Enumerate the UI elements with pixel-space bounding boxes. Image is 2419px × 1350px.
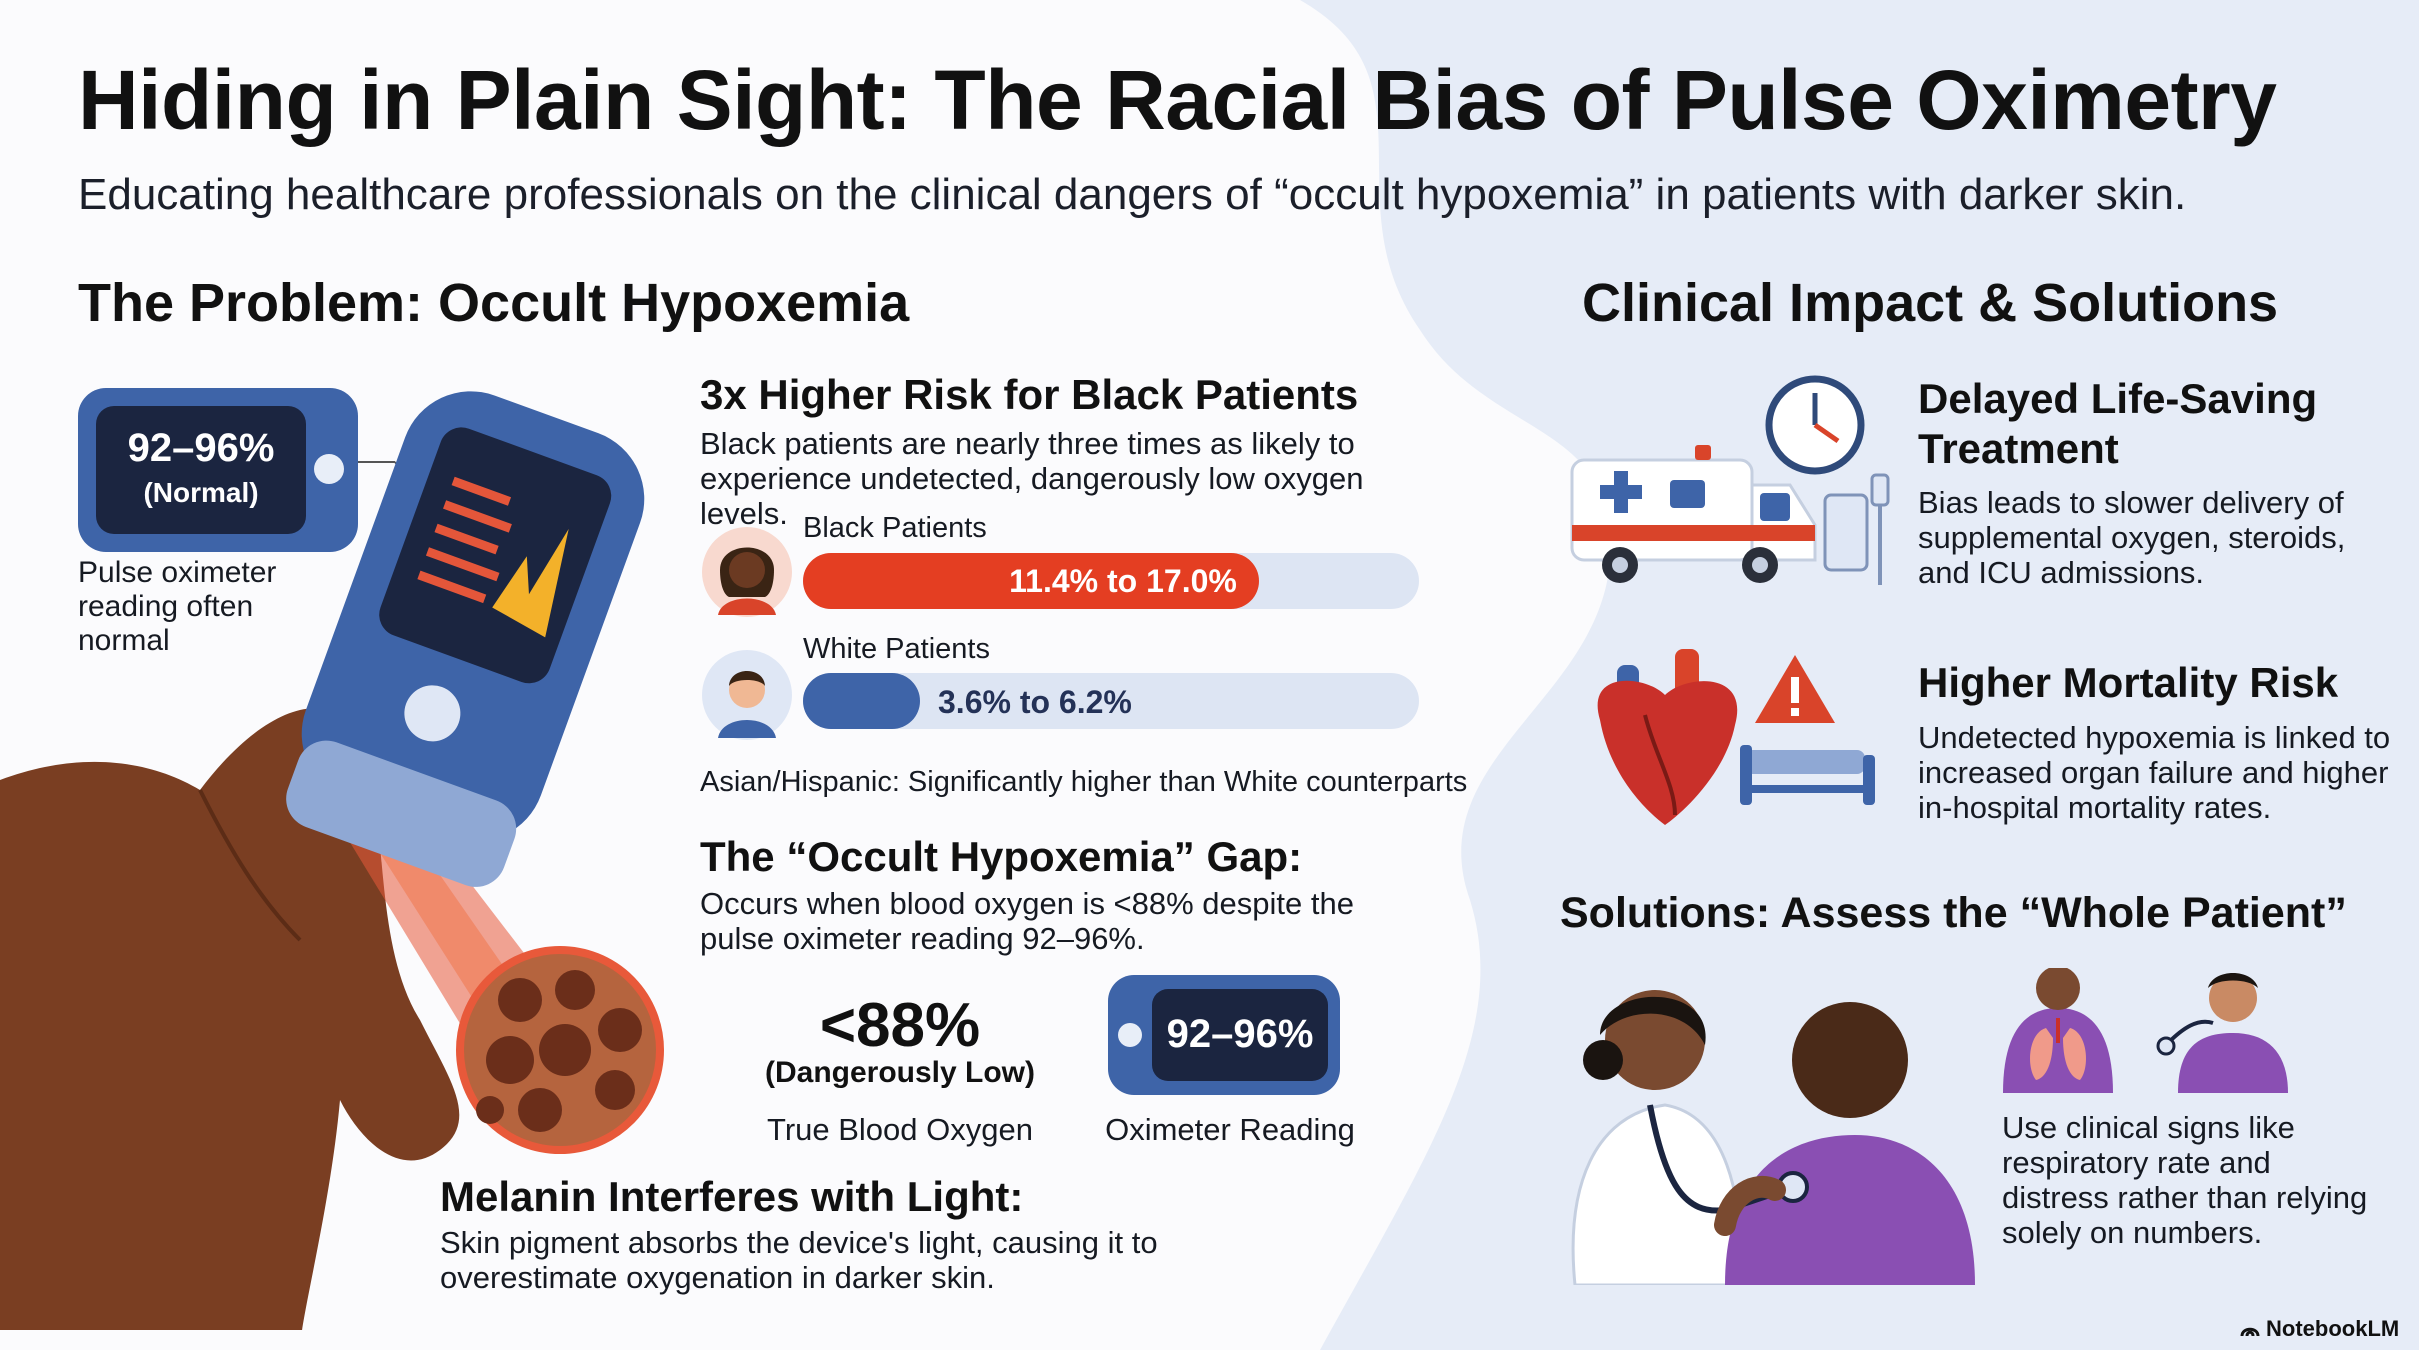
black-patients-label: Black Patients — [803, 512, 987, 544]
impact-item-1-title: Delayed Life-Saving Treatment — [1918, 375, 2318, 472]
white-patients-bar: 3.6% to 6.2% — [803, 673, 1132, 729]
oximeter-reading-caption: Oximeter Reading — [1105, 1112, 1355, 1147]
melanin-description: Skin pigment absorbs the device's light,… — [440, 1225, 1158, 1296]
risk-description: Black patients are nearly three times as… — [700, 426, 1364, 532]
warning-icon — [1755, 655, 1835, 723]
oximeter-reading-value: 92–96% — [1166, 1012, 1314, 1056]
impact-heading: Clinical Impact & Solutions — [1582, 273, 2279, 333]
page-subtitle: Educating healthcare professionals on th… — [78, 170, 2187, 219]
melanin-heading: Melanin Interferes with Light: — [440, 1173, 1024, 1220]
doctor-icon — [1571, 990, 1743, 1285]
impact-item-2-description: Undetected hypoxemia is linked to increa… — [1918, 720, 2391, 826]
white-patient-avatar-icon — [702, 650, 792, 740]
brand-name: NotebookLM — [2266, 1316, 2400, 1341]
asian-hispanic-note: Asian/Hispanic: Significantly higher tha… — [700, 766, 1468, 798]
heart-icon — [1597, 649, 1738, 825]
notebooklm-logo-icon — [2240, 1327, 2260, 1337]
gap-description: Occurs when blood oxygen is <88% despite… — [700, 886, 1354, 957]
white-patients-label: White Patients — [803, 633, 990, 665]
ambulance-icon — [1570, 445, 1817, 583]
patient-icon — [1725, 1002, 1975, 1285]
white-patients-bar-track: 3.6% to 6.2% — [803, 673, 1419, 729]
hospital-bed-icon — [1740, 745, 1875, 805]
true-oxygen-value: <88% — [819, 991, 981, 1060]
tag-status: (Normal) — [143, 477, 259, 508]
true-oxygen-caption: True Blood Oxygen — [767, 1112, 1033, 1147]
reading-tag-screen: 92–96% — [1152, 989, 1328, 1081]
distressed-patient-icon — [2156, 973, 2288, 1093]
lungs-icon — [2003, 968, 2113, 1093]
true-oxygen-status: (Dangerously Low) — [764, 1056, 1035, 1089]
heart-bed-illustration — [1597, 649, 1875, 825]
risk-heading: 3x Higher Risk for Black Patients — [700, 371, 1359, 418]
white-patients-range: 3.6% to 6.2% — [938, 684, 1132, 720]
black-patients-range: 11.4% to 17.0% — [1009, 562, 1237, 599]
device-caption: Pulse oximeter reading often normal — [78, 556, 277, 657]
ambulance-icu-illustration — [1570, 375, 1890, 585]
clock-icon — [1765, 375, 1865, 475]
solutions-description: Use clinical signs like respiratory rate… — [2002, 1110, 2368, 1251]
black-patients-bar: 11.4% to 17.0% — [803, 553, 1259, 609]
oximeter-device-icon — [286, 391, 645, 887]
hand-oximeter-illustration — [0, 391, 664, 1330]
oximeter-reading-tag: 92–96% — [1108, 975, 1340, 1095]
reading-tag-hole — [1118, 1023, 1142, 1047]
tag-reading: 92–96% — [127, 426, 275, 470]
gap-heading: The “Occult Hypoxemia” Gap: — [700, 833, 1303, 880]
tag-hole — [314, 454, 344, 484]
impact-item-1-description: Bias leads to slower delivery of supplem… — [1918, 485, 2346, 591]
problem-heading: The Problem: Occult Hypoxemia — [78, 273, 910, 333]
page-title: Hiding in Plain Sight: The Racial Bias o… — [78, 53, 2277, 147]
doctor-patient-illustration — [1571, 990, 1975, 1285]
brand-mark: NotebookLM — [2240, 1316, 2399, 1342]
normal-reading-tag: 92–96% (Normal) — [78, 388, 358, 552]
black-patients-bar-track: 11.4% to 17.0% — [803, 553, 1419, 609]
black-patient-avatar-icon — [702, 527, 792, 617]
clinical-signs-illustration — [2003, 968, 2288, 1093]
hand-icon — [0, 708, 460, 1330]
impact-item-2-title: Higher Mortality Risk — [1918, 659, 2339, 706]
melanin-magnifier-icon — [456, 946, 664, 1154]
icu-monitor-icon — [1823, 473, 1890, 585]
tag-screen: 92–96% (Normal) — [96, 406, 306, 534]
stethoscope-icon — [1647, 1104, 1809, 1236]
solutions-heading: Solutions: Assess the “Whole Patient” — [1560, 889, 2347, 937]
